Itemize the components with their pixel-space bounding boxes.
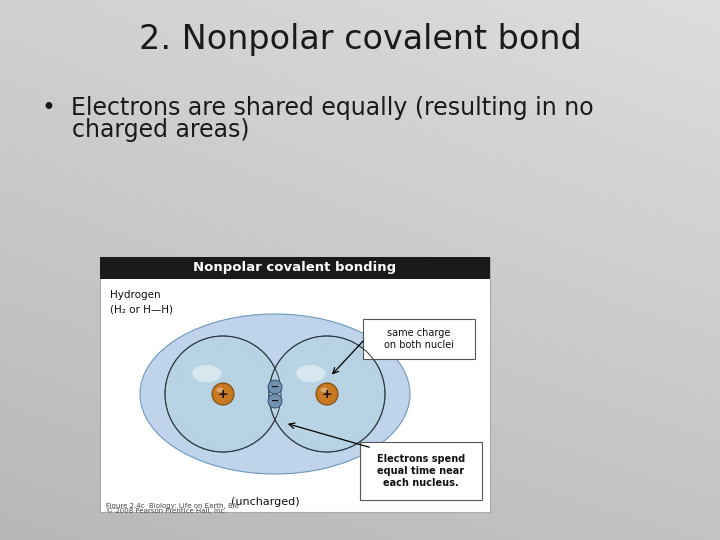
Text: Figure 2.4c  Biology: Life on Earth, 8/e: Figure 2.4c Biology: Life on Earth, 8/e (106, 503, 239, 509)
Text: 2. Nonpolar covalent bond: 2. Nonpolar covalent bond (139, 24, 581, 57)
Ellipse shape (140, 314, 410, 474)
Text: +: + (322, 388, 333, 401)
Text: −: − (271, 382, 279, 392)
Circle shape (165, 336, 281, 452)
Text: © 2008 Pearson Prentice Hall, Inc.: © 2008 Pearson Prentice Hall, Inc. (106, 508, 227, 514)
Text: Nonpolar covalent bonding: Nonpolar covalent bonding (194, 261, 397, 274)
Circle shape (212, 383, 234, 405)
Text: Electrons spend
equal time near
each nucleus.: Electrons spend equal time near each nuc… (377, 454, 465, 488)
Text: •  Electrons are shared equally (resulting in no: • Electrons are shared equally (resultin… (42, 96, 593, 120)
Text: +: + (217, 388, 228, 401)
FancyBboxPatch shape (363, 319, 475, 359)
Circle shape (268, 394, 282, 408)
Text: (H₂ or H—H): (H₂ or H—H) (110, 304, 173, 314)
FancyBboxPatch shape (100, 257, 490, 279)
Text: same charge
on both nuclei: same charge on both nuclei (384, 328, 454, 350)
Ellipse shape (217, 388, 223, 393)
Text: Hydrogen: Hydrogen (110, 290, 161, 300)
Circle shape (269, 336, 385, 452)
Circle shape (316, 383, 338, 405)
Ellipse shape (296, 365, 325, 382)
Ellipse shape (320, 388, 328, 393)
Text: charged areas): charged areas) (42, 118, 250, 142)
FancyBboxPatch shape (100, 257, 490, 512)
Text: −: − (271, 396, 279, 406)
FancyBboxPatch shape (360, 442, 482, 500)
Ellipse shape (192, 365, 221, 382)
Text: (uncharged): (uncharged) (230, 497, 300, 507)
Circle shape (268, 380, 282, 394)
